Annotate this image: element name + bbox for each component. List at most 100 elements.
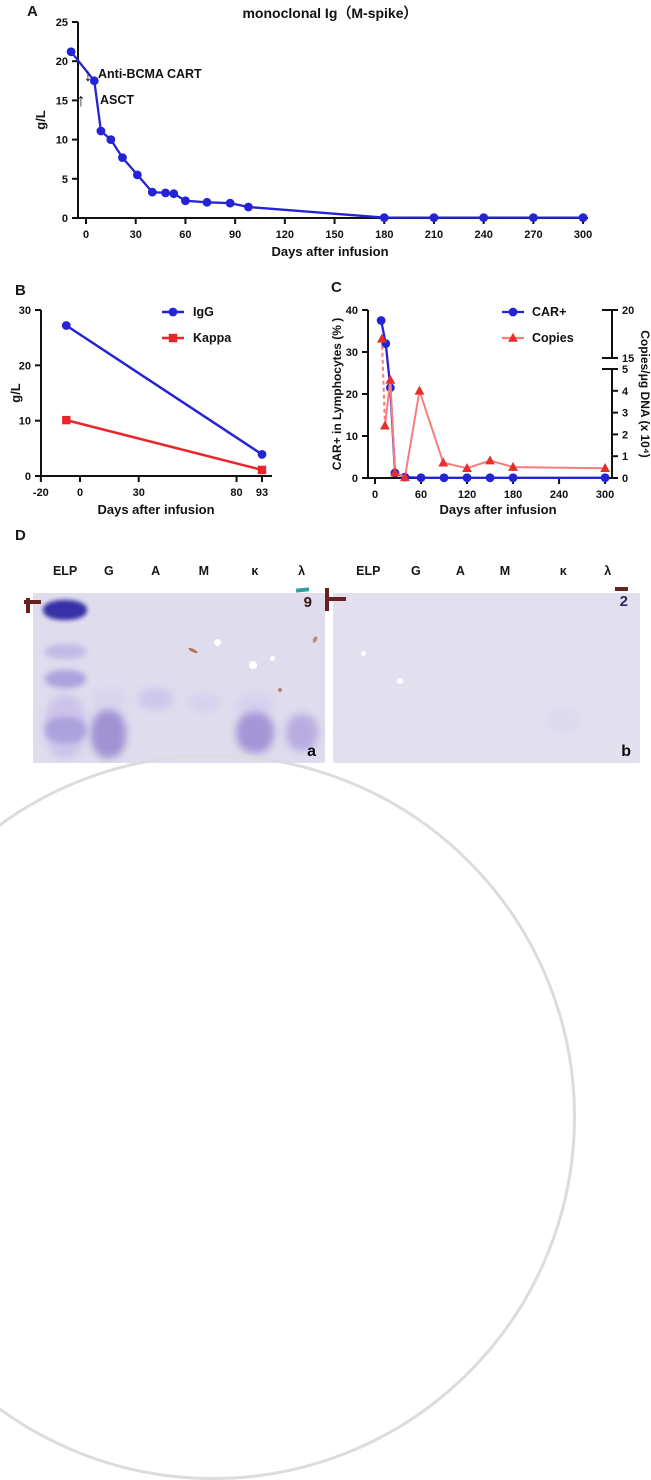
data-point	[61, 321, 71, 330]
gel-band	[44, 644, 86, 660]
lane-label-m: M	[198, 564, 210, 578]
chart-text: 120	[276, 229, 294, 241]
lane-label-a: A	[455, 564, 465, 578]
gel-band	[235, 712, 274, 753]
data-point	[380, 420, 390, 430]
gel-image-a	[33, 593, 325, 763]
chart-text: 15	[56, 95, 68, 107]
chart-title: monoclonal Ig（M-spike）	[242, 5, 417, 21]
data-point	[416, 473, 426, 483]
gel-band	[44, 669, 86, 689]
chart-text: 0	[622, 473, 628, 485]
chart-text: 0	[352, 473, 358, 485]
chart-text: 0	[372, 489, 378, 501]
chart-text: 0	[77, 487, 83, 499]
lane-label-g: G	[411, 564, 421, 578]
chart-text: 30	[346, 347, 358, 359]
chart-text: 40	[346, 305, 358, 317]
chart-text: 20	[622, 305, 634, 317]
gel-b-edge-mark	[325, 597, 346, 601]
chart-text: 1	[622, 451, 628, 463]
data-point	[414, 385, 425, 395]
chart-text: 180	[504, 489, 522, 501]
gel-band	[43, 599, 88, 621]
x-axis-label: Days after infusion	[97, 502, 214, 517]
data-point	[485, 455, 495, 465]
y-axis-label: g/L	[8, 383, 23, 403]
chart-text: 60	[415, 489, 427, 501]
data-point	[96, 126, 106, 136]
data-point	[118, 153, 127, 163]
chart-text: 90	[229, 229, 241, 241]
gel-speck	[277, 687, 283, 693]
chart-text: 0	[25, 471, 31, 483]
gel-a-edge-mark-stem	[26, 598, 30, 613]
data-point	[243, 202, 253, 212]
chart-text: 0	[83, 229, 89, 241]
data-point	[169, 189, 179, 199]
data-point	[400, 472, 410, 482]
data-point	[508, 332, 518, 342]
chart-text: 10	[56, 135, 68, 147]
legend-label: Copies	[532, 331, 574, 345]
lane-label-elp: ELP	[356, 564, 381, 578]
gel-band	[91, 688, 127, 712]
gel-a-corner-label: a	[307, 743, 316, 760]
data-point	[66, 47, 76, 57]
data-point	[462, 462, 472, 472]
chart-text: 300	[574, 229, 592, 241]
x-axis-label: Days after infusion	[439, 502, 556, 517]
data-point	[485, 473, 495, 483]
gel-a-edge-mark	[24, 600, 41, 604]
chart-text: 4	[622, 386, 629, 398]
data-point	[600, 462, 610, 472]
series-line	[383, 378, 606, 479]
y-axis-label: g/L	[33, 110, 48, 130]
data-point	[578, 213, 588, 223]
data-point	[181, 196, 190, 206]
gel-band	[544, 708, 582, 735]
watermark-arc	[0, 754, 576, 1480]
panel-a-label: A	[27, 3, 38, 20]
data-point	[508, 307, 518, 317]
data-point	[202, 197, 212, 207]
data-point	[390, 467, 400, 477]
gel-b-handwritten-mark: 2	[619, 593, 628, 610]
lane-label-g: G	[104, 564, 114, 578]
chart-text: 120	[458, 489, 476, 501]
data-point	[106, 135, 116, 145]
panel-c-label: C	[331, 279, 342, 296]
chart-text: 20	[19, 360, 31, 372]
gel-band	[138, 688, 174, 711]
left-y-axis-label: CAR+ in Lymphocytes (% )	[330, 318, 344, 471]
lane-label-kappa: κ	[251, 564, 259, 578]
cart-kinetics-chart: 0 10 20 30 40 0 60 120 180 240 300 0 1 2 3 4 515 20 Days a…	[330, 305, 651, 517]
down-arrow-icon: ↓	[84, 65, 93, 85]
panel-d-label: D	[15, 527, 26, 544]
lane-label-lambda: λ	[604, 564, 612, 578]
gel-speck	[396, 677, 405, 685]
chart-text: 30	[133, 487, 145, 499]
data-point	[439, 473, 449, 483]
chart-text: 150	[325, 229, 343, 241]
gel-speck	[187, 647, 198, 655]
data-point	[508, 473, 518, 483]
gel-b-maroon-dash	[615, 587, 628, 591]
series-line	[380, 338, 386, 426]
gel-band	[187, 693, 220, 712]
chart-text: 240	[475, 229, 493, 241]
data-point	[168, 307, 178, 317]
annotation-asct: ASCT	[100, 93, 134, 107]
right-y-axis-label: Copies/μg DNA (x 10⁴)	[638, 330, 651, 458]
gel-band	[285, 713, 318, 752]
chart-text: 270	[524, 229, 542, 241]
data-point	[257, 465, 267, 475]
data-point	[462, 473, 472, 483]
data-point	[376, 316, 386, 325]
legend-label: IgG	[193, 305, 214, 319]
series-line	[65, 418, 263, 472]
lane-label-elp: ELP	[52, 564, 78, 578]
data-point	[600, 473, 610, 483]
